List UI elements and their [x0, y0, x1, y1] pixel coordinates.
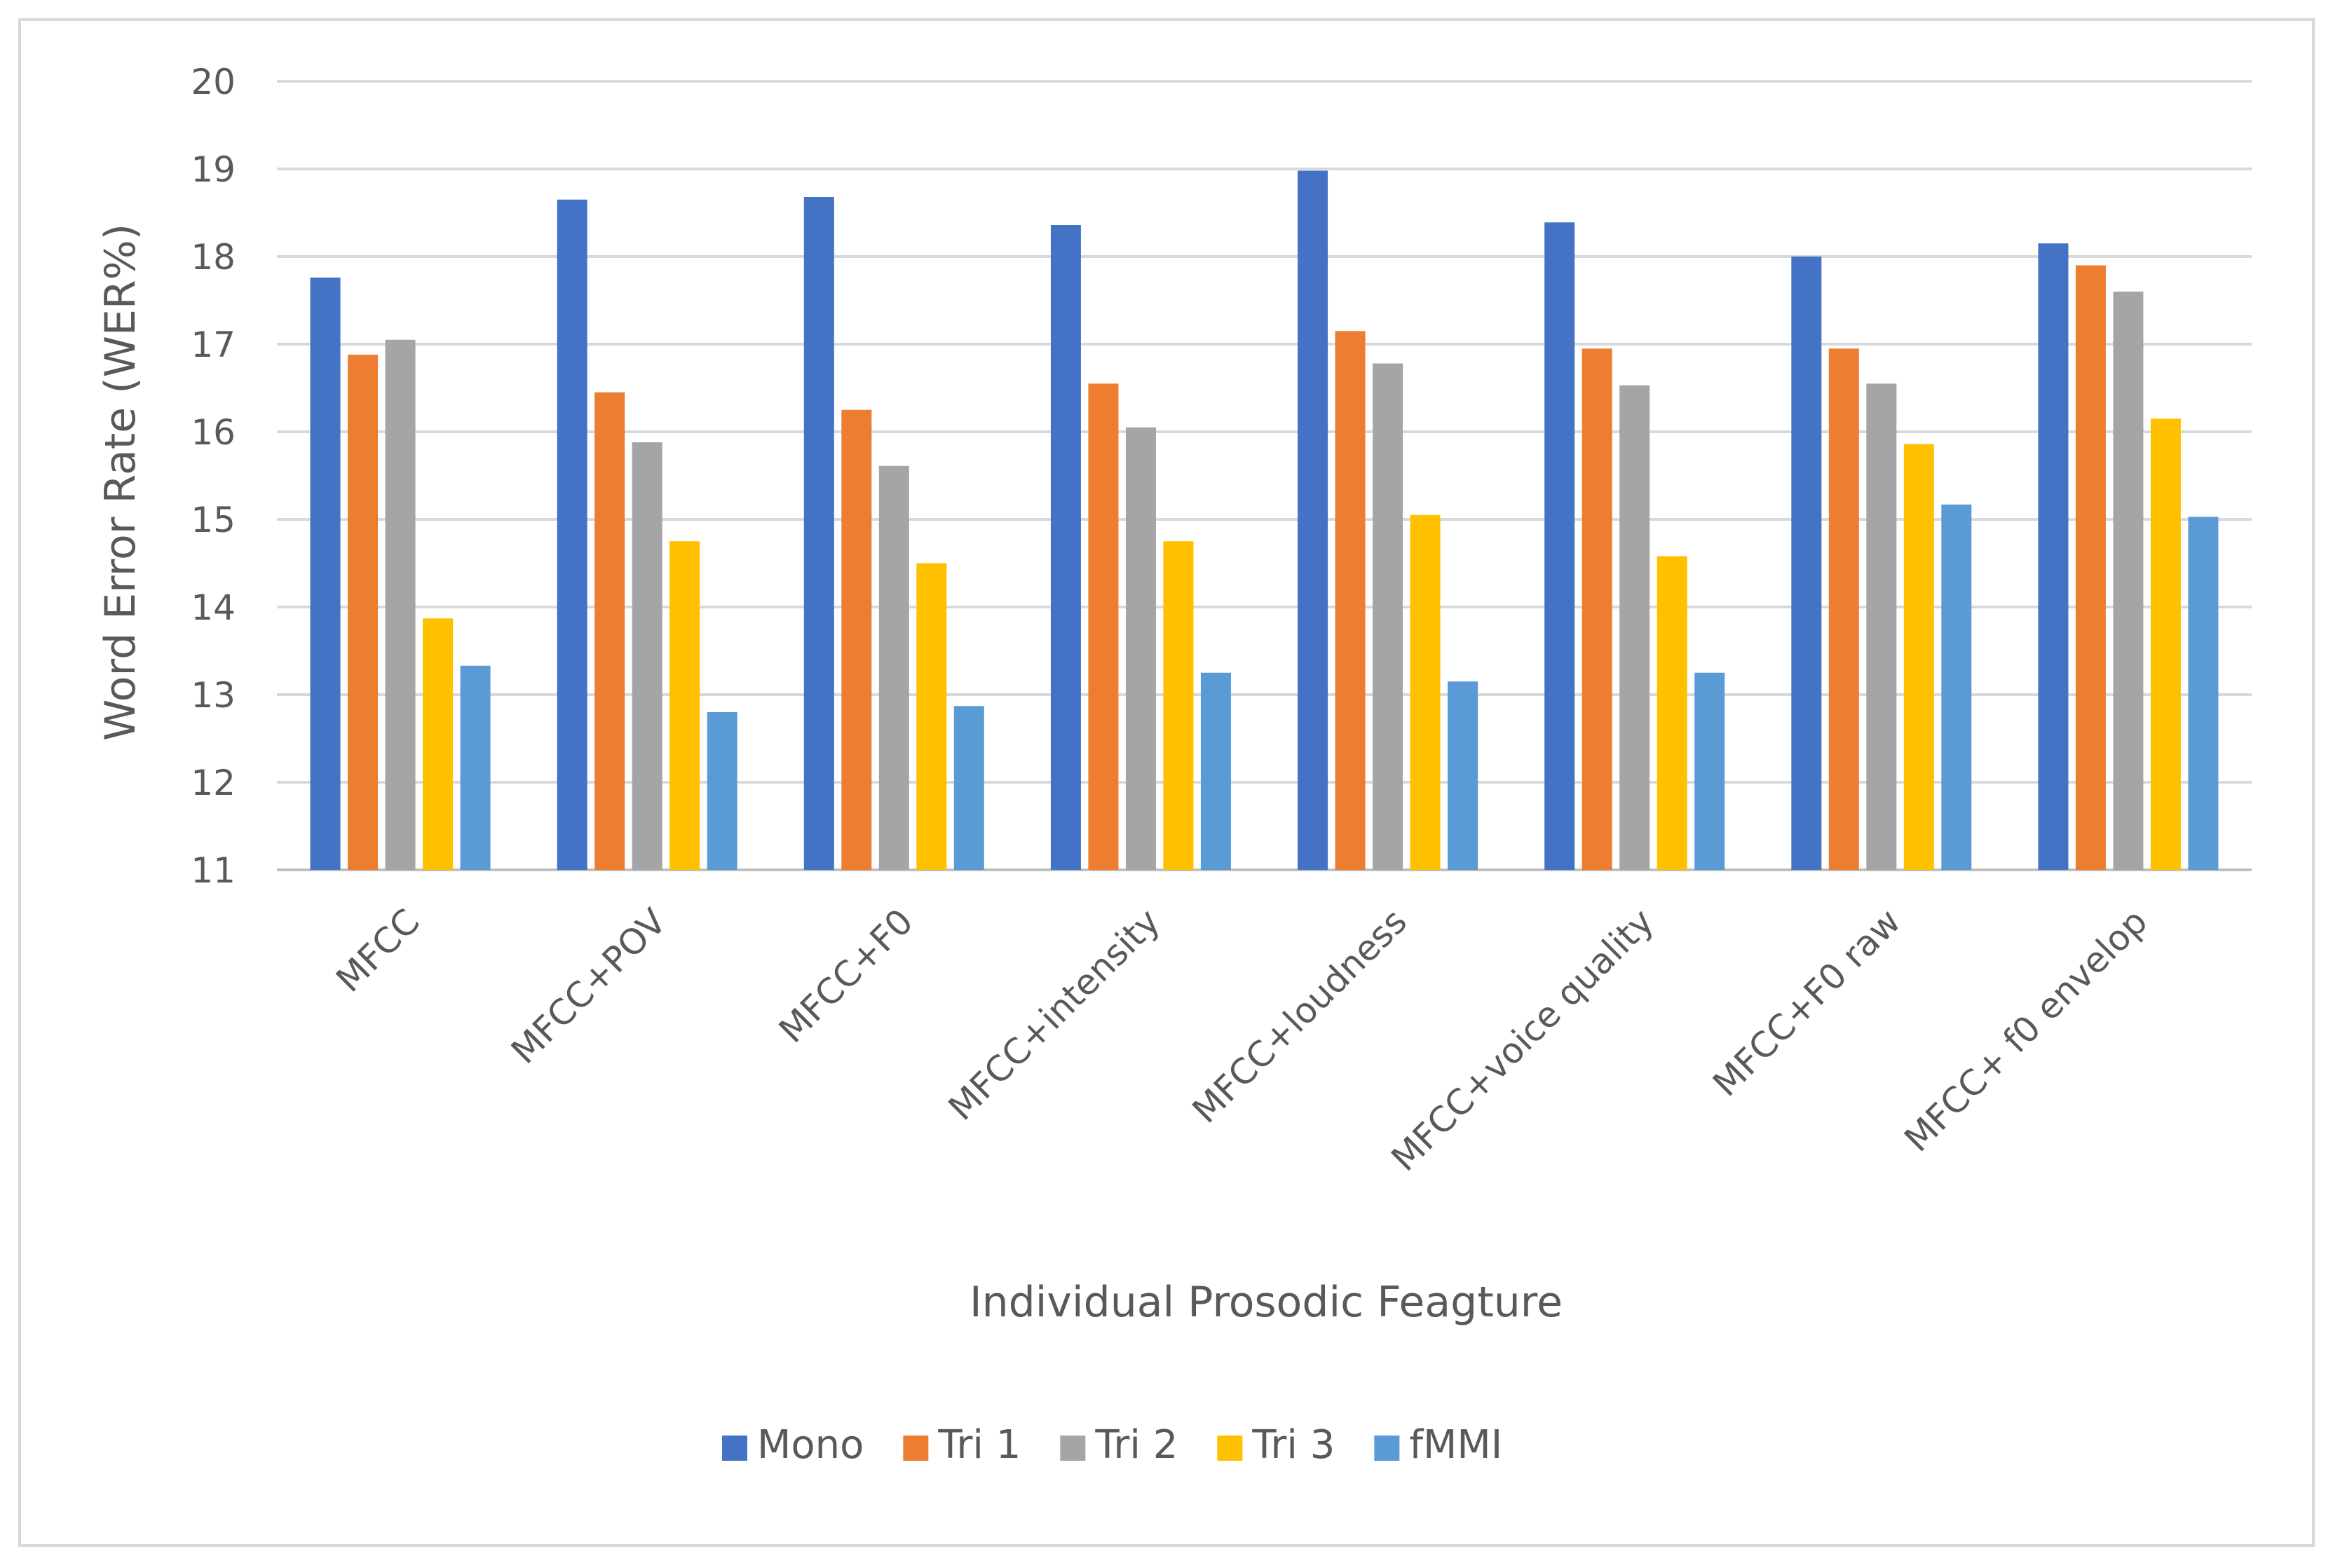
bar-tri-2: [1866, 383, 1897, 870]
y-tick-label: 13: [191, 675, 236, 716]
y-tick-label: 18: [191, 237, 236, 278]
bar-tri-1: [841, 409, 872, 870]
bar-tri-2: [878, 465, 909, 870]
bar-tri-2: [632, 442, 662, 870]
bar-mono: [557, 199, 587, 870]
x-axis-title: Individual Prosodic Feagture: [970, 1278, 1563, 1327]
bar-tri-2: [1373, 363, 1403, 870]
y-tick-label: 19: [191, 149, 236, 190]
legend-label: Tri 2: [1094, 1422, 1178, 1468]
x-category-label: MFCC+ f0 envelop: [1896, 901, 2155, 1159]
bar-tri-1: [2075, 265, 2106, 870]
x-category-label: MFCC+F0 raw: [1705, 901, 1908, 1104]
bar-fmmi: [2188, 517, 2219, 870]
x-category-label: MFCC+intensity: [941, 901, 1168, 1128]
legend-swatch: [1060, 1436, 1086, 1461]
bar-tri-3: [423, 618, 454, 870]
bar-tri-1: [348, 355, 379, 870]
y-tick-label: 15: [191, 500, 236, 540]
bar-tri-2: [1125, 427, 1156, 870]
bar-tri-3: [1657, 556, 1687, 870]
bar-mono: [2038, 243, 2069, 870]
bar-tri-3: [1410, 514, 1441, 870]
bar-mono: [310, 278, 341, 870]
legend-swatch: [1217, 1436, 1243, 1461]
bar-fmmi: [1941, 504, 1972, 870]
legend-swatch: [1374, 1436, 1400, 1461]
y-tick-label: 16: [191, 412, 236, 453]
bar-tri-3: [1163, 541, 1194, 870]
bar-mono: [1050, 225, 1081, 870]
bar-fmmi: [1694, 672, 1725, 870]
legend: Mono Tri 1 Tri 2 Tri 3 fMMI: [722, 1422, 1502, 1468]
bar-tri-3: [1903, 444, 1934, 870]
x-category-label: MFCC+loudness: [1185, 901, 1415, 1131]
x-category-label: MFCC: [328, 901, 427, 1000]
x-category-label: MFCC+voice quality: [1384, 901, 1662, 1179]
bar-fmmi: [1448, 681, 1478, 870]
y-axis-ticks: 11 12 13 14 15 16 17 18 19 20: [191, 62, 236, 891]
bar-mono: [803, 197, 834, 870]
legend-swatch: [903, 1436, 929, 1461]
bar-tri-2: [1619, 385, 1650, 870]
bar-tri-1: [1582, 348, 1612, 870]
bar-tri-1: [1828, 348, 1859, 870]
bar-tri-1: [1088, 383, 1119, 870]
bars: [310, 170, 2219, 870]
y-axis-title: Word Error Rate (WER%): [96, 224, 145, 741]
y-tick-label: 14: [191, 587, 236, 628]
bar-tri-3: [916, 563, 947, 870]
legend-swatch: [722, 1436, 747, 1461]
bar-mono: [1791, 257, 1822, 870]
bar-mono: [1544, 222, 1575, 870]
x-category-label: MFCC+F0: [771, 901, 921, 1051]
bar-tri-3: [2150, 418, 2181, 870]
bar-tri-2: [385, 339, 416, 870]
y-tick-label: 11: [191, 850, 236, 891]
bar-fmmi: [460, 665, 491, 870]
y-tick-label: 12: [191, 763, 236, 803]
legend-label: Tri 3: [1251, 1422, 1335, 1468]
bar-fmmi: [707, 712, 737, 870]
legend-label: Tri 1: [937, 1422, 1021, 1468]
x-axis-categories: MFCC MFCC+POV MFCC+F0 MFCC+intensity MFCC+lo…: [328, 901, 2155, 1179]
bar-fmmi: [1200, 672, 1231, 870]
y-tick-label: 17: [191, 325, 236, 365]
bar-fmmi: [953, 706, 984, 870]
y-tick-label: 20: [191, 62, 236, 102]
x-category-label: MFCC+POV: [503, 901, 674, 1072]
legend-label: fMMI: [1409, 1422, 1502, 1468]
bar-tri-2: [2113, 292, 2144, 870]
bar-tri-1: [594, 392, 625, 870]
bar-tri-1: [1335, 331, 1366, 870]
bar-tri-3: [669, 541, 700, 870]
bar-mono: [1298, 170, 1328, 870]
legend-label: Mono: [757, 1422, 864, 1468]
